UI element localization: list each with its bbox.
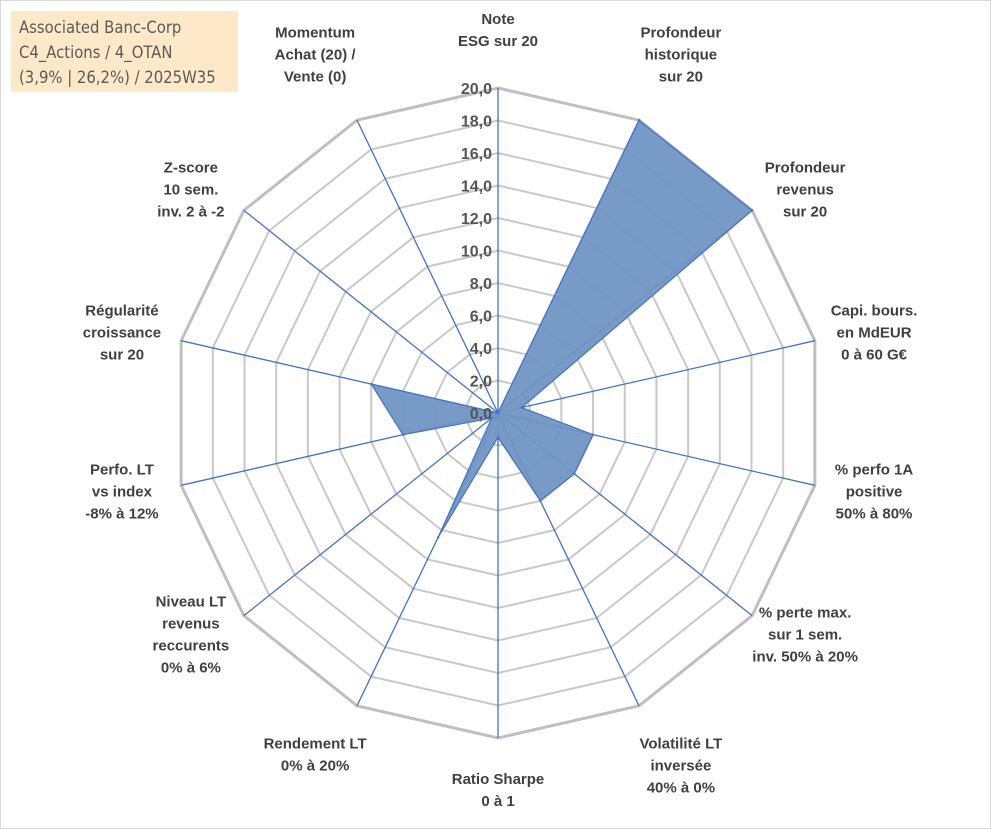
axis-label-line: inversée (650, 758, 711, 775)
axis-label-line: reccurents (153, 638, 230, 655)
r-tick-label: 20,0 (461, 81, 492, 98)
axis-label-line: % perfo 1A (835, 461, 914, 478)
axis-label-line: inv. 2 à -2 (157, 203, 224, 220)
axis-label-line: Vente (0) (284, 68, 347, 85)
r-tick-label: 0,0 (470, 406, 492, 423)
axis-label-line: positive (846, 483, 903, 500)
r-tick-label: 14,0 (461, 179, 492, 196)
axis-label: Z-score 10 sem. inv. 2 à -2 (157, 159, 224, 220)
axis-label-line: croissance (83, 325, 161, 342)
title-line-category: C4_Actions / 4_OTAN (19, 43, 173, 62)
axis-label-line: revenus (162, 616, 220, 633)
axis-label: % perte max. sur 1 sem. inv. 50% à 20% (752, 605, 858, 666)
data-point (637, 118, 641, 122)
axis-label-line: sur 20 (783, 203, 827, 220)
data-point (496, 411, 500, 415)
data-point (401, 433, 405, 436)
r-tick-label: 18,0 (461, 114, 492, 131)
axis-label: % perfo 1A positive 50% à 80% (835, 461, 914, 522)
axis-label-line: Momentum (275, 24, 355, 41)
axis-label-line: vs index (92, 483, 153, 500)
axis-label-line: inv. 50% à 20% (752, 649, 858, 666)
axis-label-line: Capi. bours. (831, 303, 918, 320)
axis-label-line: sur 1 sem. (768, 627, 842, 644)
data-point (436, 536, 440, 539)
data-point (490, 416, 493, 420)
axis-label: Ratio Sharpe 0 à 1 (452, 771, 545, 810)
axis-label-line: en MdEUR (837, 325, 912, 342)
r-tick-label: 4,0 (470, 341, 492, 358)
axis-spoke (497, 340, 815, 414)
data-point (750, 209, 754, 212)
data-point (591, 433, 595, 436)
data-point (370, 382, 373, 386)
axis-label-line: ESG sur 20 (458, 33, 538, 50)
axis-label: Profondeur historique sur 20 (640, 24, 721, 85)
axis-label-line: 0 à 1 (481, 793, 514, 810)
r-tick-label: 6,0 (470, 309, 492, 326)
axis-label-line: 50% à 80% (836, 505, 913, 522)
axis-label: Niveau LT revenus reccurents 0% à 6% (153, 594, 230, 677)
axis-label-line: % perte max. (759, 605, 852, 622)
axis-label: Profondeur revenus sur 20 (765, 159, 846, 220)
axis-label-line: Achat (20) / (275, 46, 357, 63)
data-point (573, 472, 576, 475)
title-line-company: Associated Banc-Corp (19, 18, 182, 37)
axis-label-line: 10 sem. (163, 181, 218, 198)
r-tick-label: 16,0 (461, 146, 492, 163)
axis-label-line: Ratio Sharpe (452, 771, 545, 788)
axis-label: Rendement LT 0% à 20% (264, 736, 367, 775)
title-line-stats: (3,9% | 26,2%) / 2025W35 (19, 68, 216, 87)
data-point (520, 406, 523, 409)
axis-label-line: Rendement LT (264, 736, 367, 753)
axis-label-line: 0 à 60 G€ (841, 347, 908, 364)
axis-label: Momentum Achat (20) / Vente (0) (275, 24, 357, 85)
axis-label-line: Profondeur (640, 24, 721, 41)
axis-label-line: sur 20 (100, 347, 144, 364)
axis-label-line: 0% à 6% (161, 660, 221, 677)
axis-label: Régularité croissance sur 20 (83, 303, 161, 364)
data-point (496, 436, 500, 439)
data-point (539, 499, 542, 503)
axis-spoke (243, 412, 499, 617)
axis-label-line: Note (481, 11, 514, 28)
axis-label-line: Perfo. LT (90, 461, 154, 478)
series-area (369, 119, 754, 538)
axis-spoke (356, 119, 499, 414)
chart-title-box: Associated Banc-Corp C4_Actions / 4_OTAN… (11, 11, 238, 92)
r-tick-label: 8,0 (470, 276, 492, 293)
axis-label: Note ESG sur 20 (458, 11, 538, 50)
axis-label: Volatilité LT inversée 40% à 0% (640, 736, 723, 797)
axis-label-line: Volatilité LT (640, 736, 723, 753)
axis-label-line: Profondeur (765, 159, 846, 176)
axis-label-line: revenus (776, 181, 834, 198)
r-tick-label: 12,0 (461, 211, 492, 228)
axis-label: Capi. bours. en MdEUR 0 à 60 G€ (831, 303, 918, 364)
axis-label-line: Régularité (85, 303, 158, 320)
axis-label: Perfo. LT vs index -8% à 12% (85, 461, 158, 522)
axis-label-line: Niveau LT (156, 594, 227, 611)
axis-spoke (243, 209, 499, 414)
axis-label-line: 0% à 20% (281, 758, 349, 775)
axis-label-line: -8% à 12% (85, 505, 158, 522)
axis-label-line: historique (645, 46, 718, 63)
axis-label-line: sur 20 (659, 68, 703, 85)
axis-label-line: 40% à 0% (647, 780, 715, 797)
axis-label-line: Z-score (164, 159, 218, 176)
r-tick-label: 2,0 (470, 374, 492, 391)
r-tick-label: 10,0 (461, 244, 492, 261)
